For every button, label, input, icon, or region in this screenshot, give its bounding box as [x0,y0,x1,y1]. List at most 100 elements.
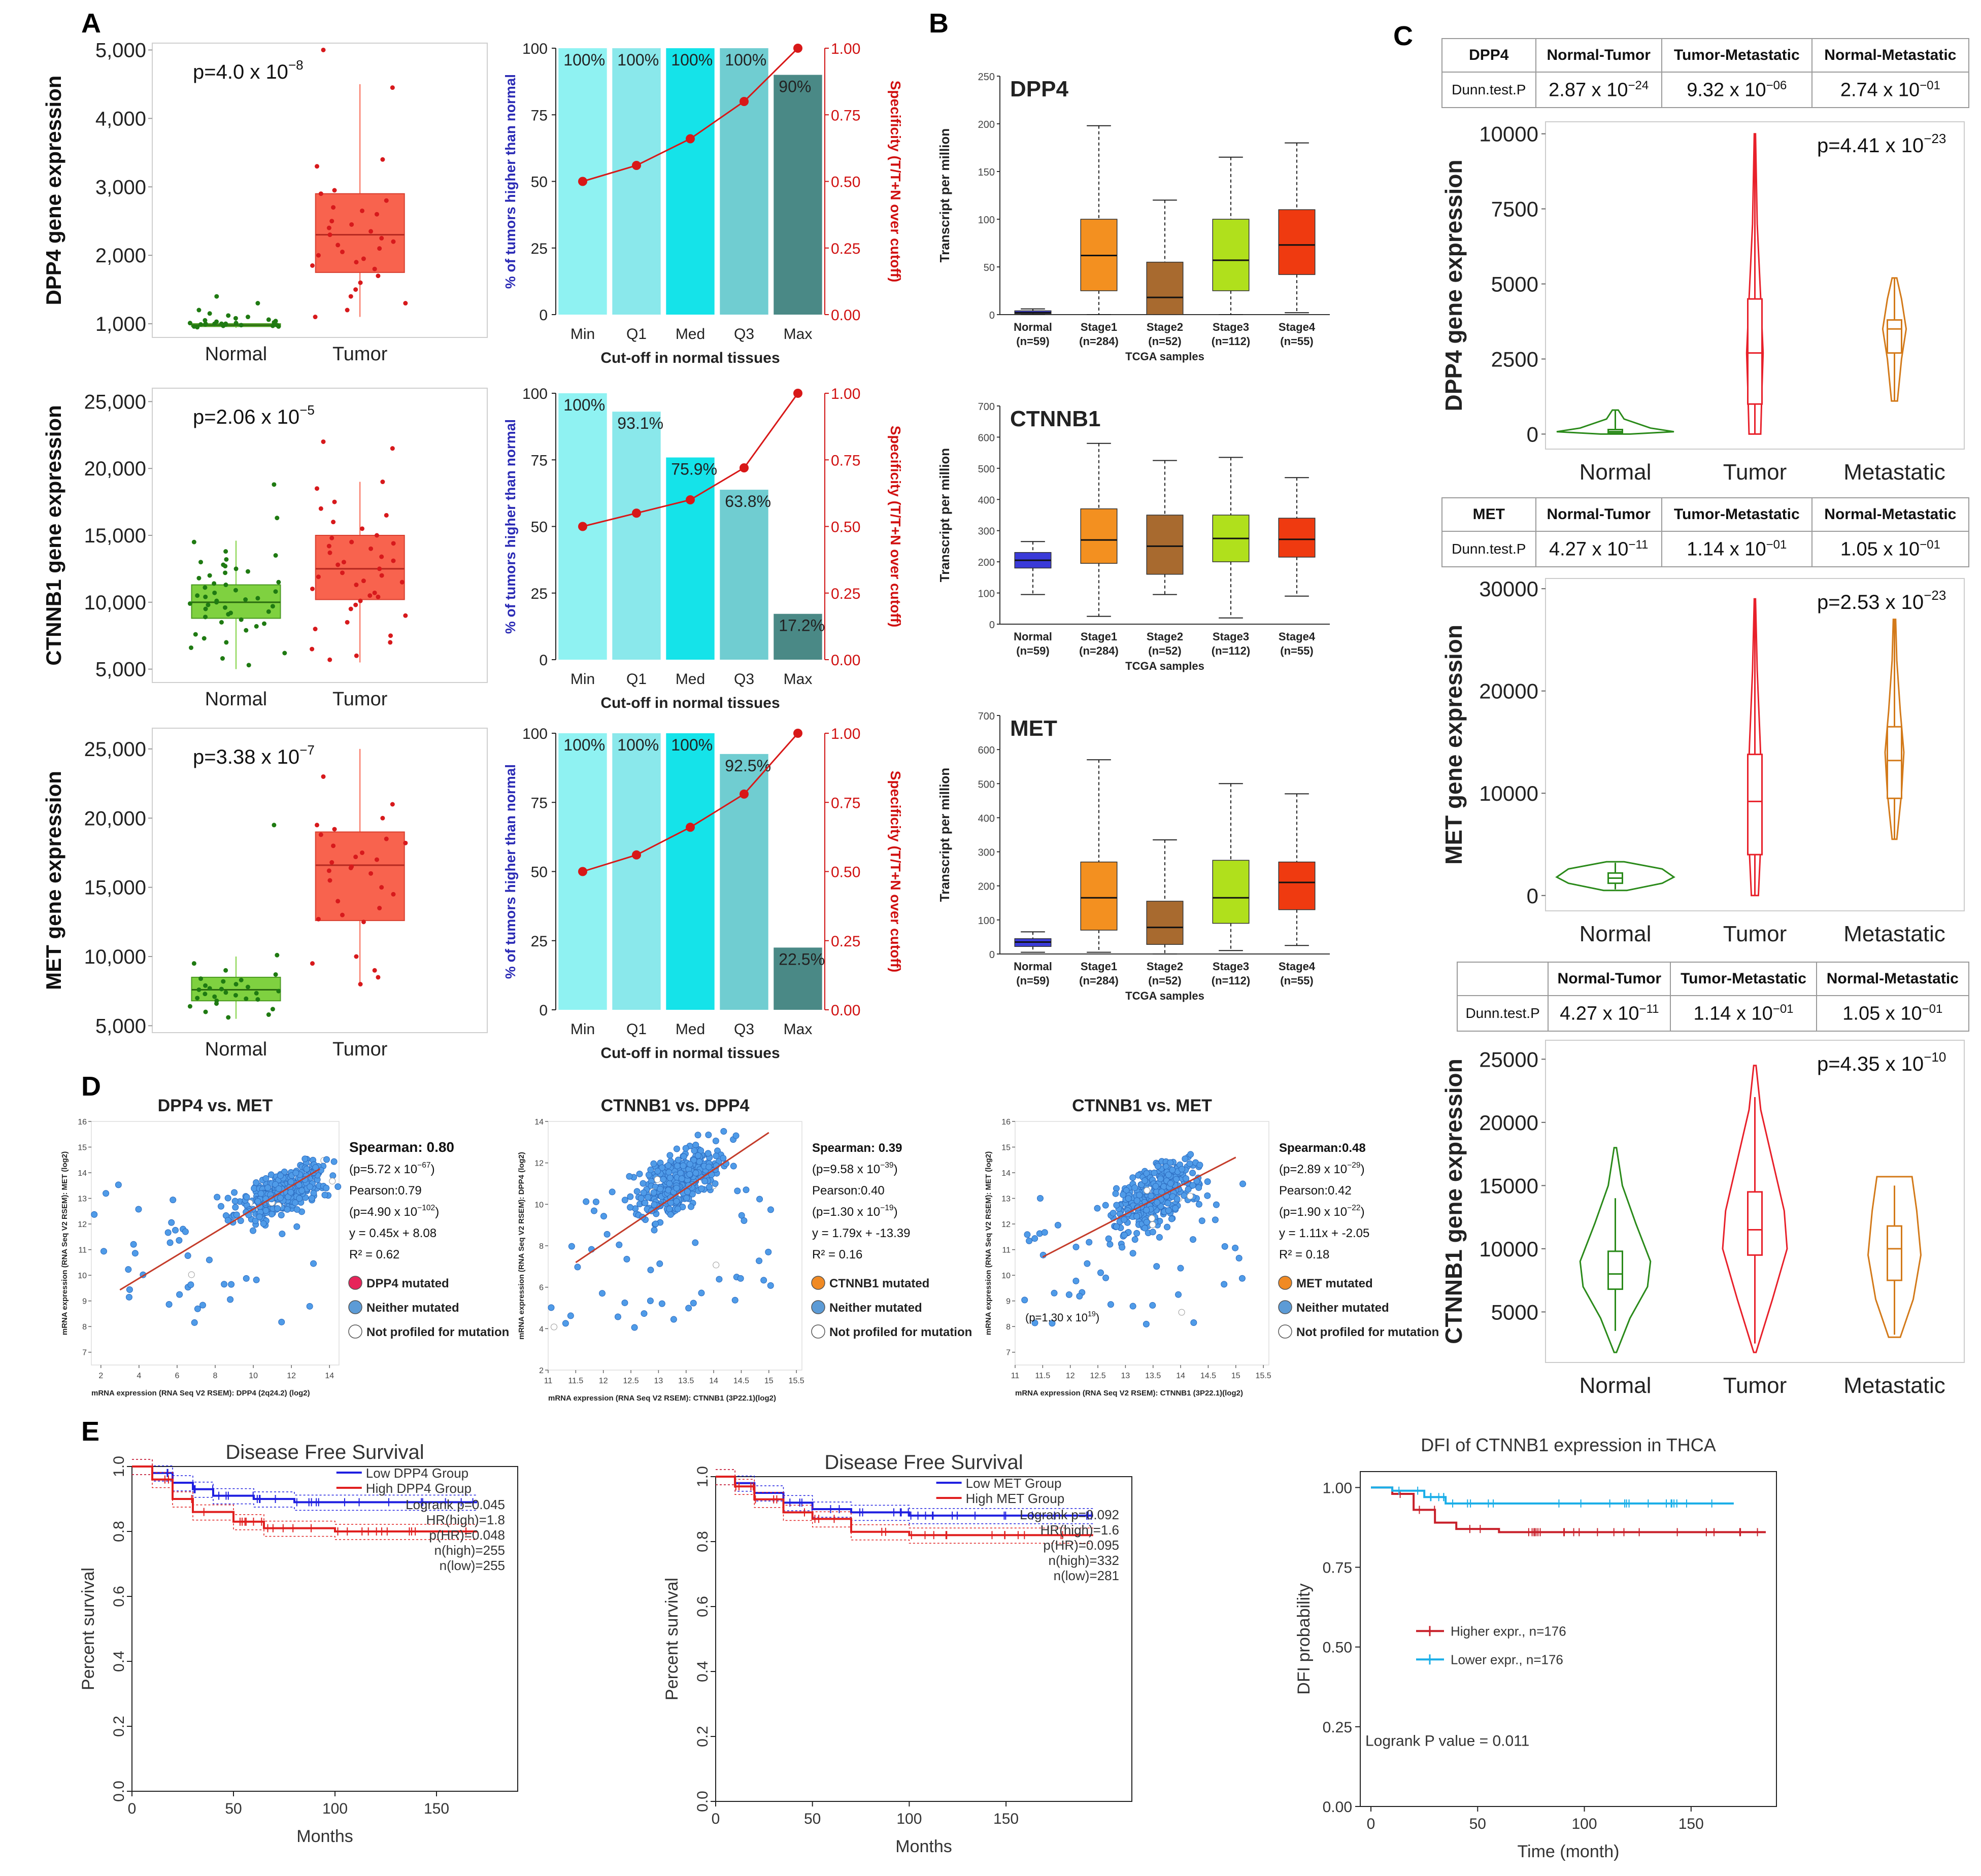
x-tick-label: 4 [137,1372,141,1380]
data-point [666,1152,674,1159]
data-point [1238,1275,1246,1282]
data-point [1167,1180,1174,1187]
data-point [1120,1191,1127,1198]
data-point [266,317,271,322]
y-tick-label: 0 [1527,422,1538,446]
legend-marker [348,1300,362,1314]
data-point [1143,1320,1150,1327]
dunn-gene-cell: DPP4 [1441,38,1536,73]
y2-axis-label: Specificity (T/T+N over cutoff) [888,771,903,973]
data-point [310,646,315,652]
chart-title: CTNNB1 [1010,406,1100,431]
data-point [399,579,405,585]
y-tick-label: 2500 [1491,347,1538,371]
data-point [272,1181,279,1188]
y-tick-label: 1,000 [95,313,146,335]
chart-a-bar-dpp4: 100% Min 100% Q1 100% Med 100% Q3 90% Max 0 25 50 75 1… [500,38,906,373]
data-point [126,1286,133,1293]
data-point [651,1201,658,1208]
data-point [377,246,382,251]
x-tick-label: 100 [1572,1816,1597,1832]
data-point [650,1189,657,1196]
dunn-value-row: Dunn.test.P 2.87 x 10−24 9.32 x 10−06 2.74 … [1441,72,1970,108]
dunn-gene-cell: MET [1441,497,1536,532]
bar [774,613,822,660]
x-tick-label: 15 [764,1377,774,1385]
data-point [713,1152,720,1159]
data-point [202,636,207,641]
data-point [674,1206,681,1213]
x-tick-n: (n=112) [1212,644,1250,657]
x-tick-label: 11 [1011,1372,1020,1380]
data-point [212,581,217,586]
annotation-exponent: −19 [880,1204,893,1212]
data-point [348,606,353,611]
annotation-base: p=2.53 x 10 [1817,591,1924,613]
annotation-base: p=4.0 x 10 [193,61,288,83]
data-point [125,1266,132,1273]
y-axis-label: Transcript per million [937,128,952,262]
data-point [254,1198,261,1205]
x-tick-label: Q3 [734,1021,754,1038]
x-tick-label: Med [676,1021,705,1038]
chart-svg: 100% Min 100% Q1 100% Med 100% Q3 90% Max 0 25 50 75 1… [502,41,903,366]
x-tick-label: Stage2 [1147,960,1183,973]
data-point [274,1205,281,1212]
y-tick-label: 0.6 [111,1586,127,1607]
annotation-base: p=4.41 x 10 [1817,134,1924,157]
data-point [1195,1201,1202,1208]
data-point [652,1220,659,1227]
data-point [698,1289,705,1297]
data-point [551,1323,558,1331]
data-point [1213,1201,1220,1208]
y-tick-label: 1.00 [1323,1480,1352,1496]
x-tick-n: (n=59) [1016,335,1049,348]
specificity-point [632,508,641,518]
data-point [219,321,224,326]
data-point [767,1282,774,1289]
x-tick-label: 13.5 [1145,1372,1161,1380]
data-point [361,919,366,925]
data-point [1232,1244,1239,1251]
chart-a-bar-ctnnb1: 100% Min 93.1% Q1 75.9% Med 63.8% Q3 17.2% Max 0 25… [500,383,906,718]
specificity-point [793,44,802,53]
data-point [345,308,350,313]
y-tick-label: 20000 [1479,1111,1538,1135]
bar-value-label: 90% [779,78,811,96]
data-point [273,972,278,977]
x-tick-label: Q1 [626,326,647,343]
data-point [692,1141,699,1148]
data-point [376,594,381,599]
y-tick-label: 13 [78,1195,87,1204]
data-point [694,1152,701,1159]
y-tick-label: 7 [82,1349,87,1357]
data-point [198,560,204,565]
data-point [380,815,385,821]
x-tick-label: Tumor [1723,922,1787,946]
data-point [232,1204,239,1211]
data-point [376,975,381,980]
plot-area [1360,1471,1777,1807]
annotation-base: y = 0.45x + 8.08 [349,1226,437,1240]
y-tick-label: 600 [978,745,995,756]
y-tick-label: 0 [539,307,548,324]
y-tick-label: 20,000 [84,807,146,830]
data-point [372,266,377,271]
data-point [1156,1234,1163,1241]
data-point [231,1198,239,1205]
data-point [706,1164,713,1171]
data-point [187,1004,192,1009]
y-tick-label: 5000 [1491,1300,1538,1324]
y-tick-label: 20,000 [84,458,146,480]
data-point [100,1248,107,1255]
data-point [233,1211,240,1218]
annotation-exponent: −8 [288,57,304,73]
chart-b-met: 0 100 200 300 400 500 600 700 Transcript per mil… [929,695,1365,1020]
data-point [760,1277,767,1284]
data-point [674,1163,681,1170]
y-tick-label: 10,000 [84,946,146,968]
y-tick-label: 11 [1002,1246,1011,1255]
data-point [254,624,259,629]
y2-axis-label: Specificity (T/T+N over cutoff) [888,426,903,628]
specificity-point [740,789,749,799]
